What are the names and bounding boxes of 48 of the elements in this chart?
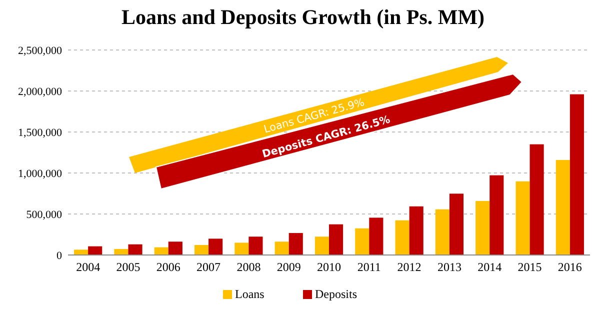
y-tick-label: 2,000,000 (18, 86, 62, 98)
bar (208, 238, 223, 255)
x-tick-label: 2009 (276, 260, 301, 274)
x-tick-label: 2013 (437, 260, 462, 274)
bar (409, 206, 424, 255)
x-tick-label: 2007 (196, 260, 221, 274)
bar (234, 242, 249, 255)
bar (128, 244, 142, 255)
x-tick-label: 2006 (156, 260, 180, 274)
bar (355, 228, 370, 255)
bar (369, 218, 384, 255)
bar (490, 175, 504, 255)
y-tick-label: 0 (56, 250, 62, 262)
bar (395, 220, 410, 255)
bar (530, 144, 544, 255)
bar (435, 209, 450, 255)
bar (556, 160, 570, 255)
bar (314, 236, 329, 255)
legend-label: Deposits (315, 287, 358, 301)
bar (74, 250, 88, 255)
x-tick-label: 2012 (397, 260, 422, 274)
y-tick-label: 500,000 (26, 208, 62, 221)
y-tick-label: 1,000,000 (18, 168, 62, 180)
bar (248, 236, 263, 255)
x-tick-label: 2010 (317, 260, 341, 274)
bar (570, 94, 584, 255)
bar (274, 242, 289, 255)
bar (168, 242, 182, 255)
x-tick-label: 2008 (236, 260, 261, 274)
bar (449, 194, 464, 255)
bar (476, 200, 490, 255)
x-tick-label: 2016 (558, 260, 582, 274)
x-tick-label: 2015 (518, 260, 542, 274)
x-tick-label: 2004 (76, 260, 100, 274)
bar (329, 224, 344, 255)
x-tick-label: 2014 (478, 260, 502, 274)
bar (114, 249, 128, 255)
legend-label: Loans (235, 287, 265, 301)
chart-title: Loans and Deposits Growth (in Ps. MM) (121, 5, 485, 29)
bar (288, 233, 303, 255)
bar (154, 247, 168, 255)
bar (516, 181, 530, 255)
bar (88, 246, 102, 255)
x-tick-label: 2011 (357, 260, 381, 274)
bar (194, 244, 209, 255)
y-tick-label: 1,500,000 (18, 126, 62, 139)
y-tick-label: 2,500,000 (18, 44, 62, 57)
x-tick-label: 2005 (116, 260, 140, 274)
